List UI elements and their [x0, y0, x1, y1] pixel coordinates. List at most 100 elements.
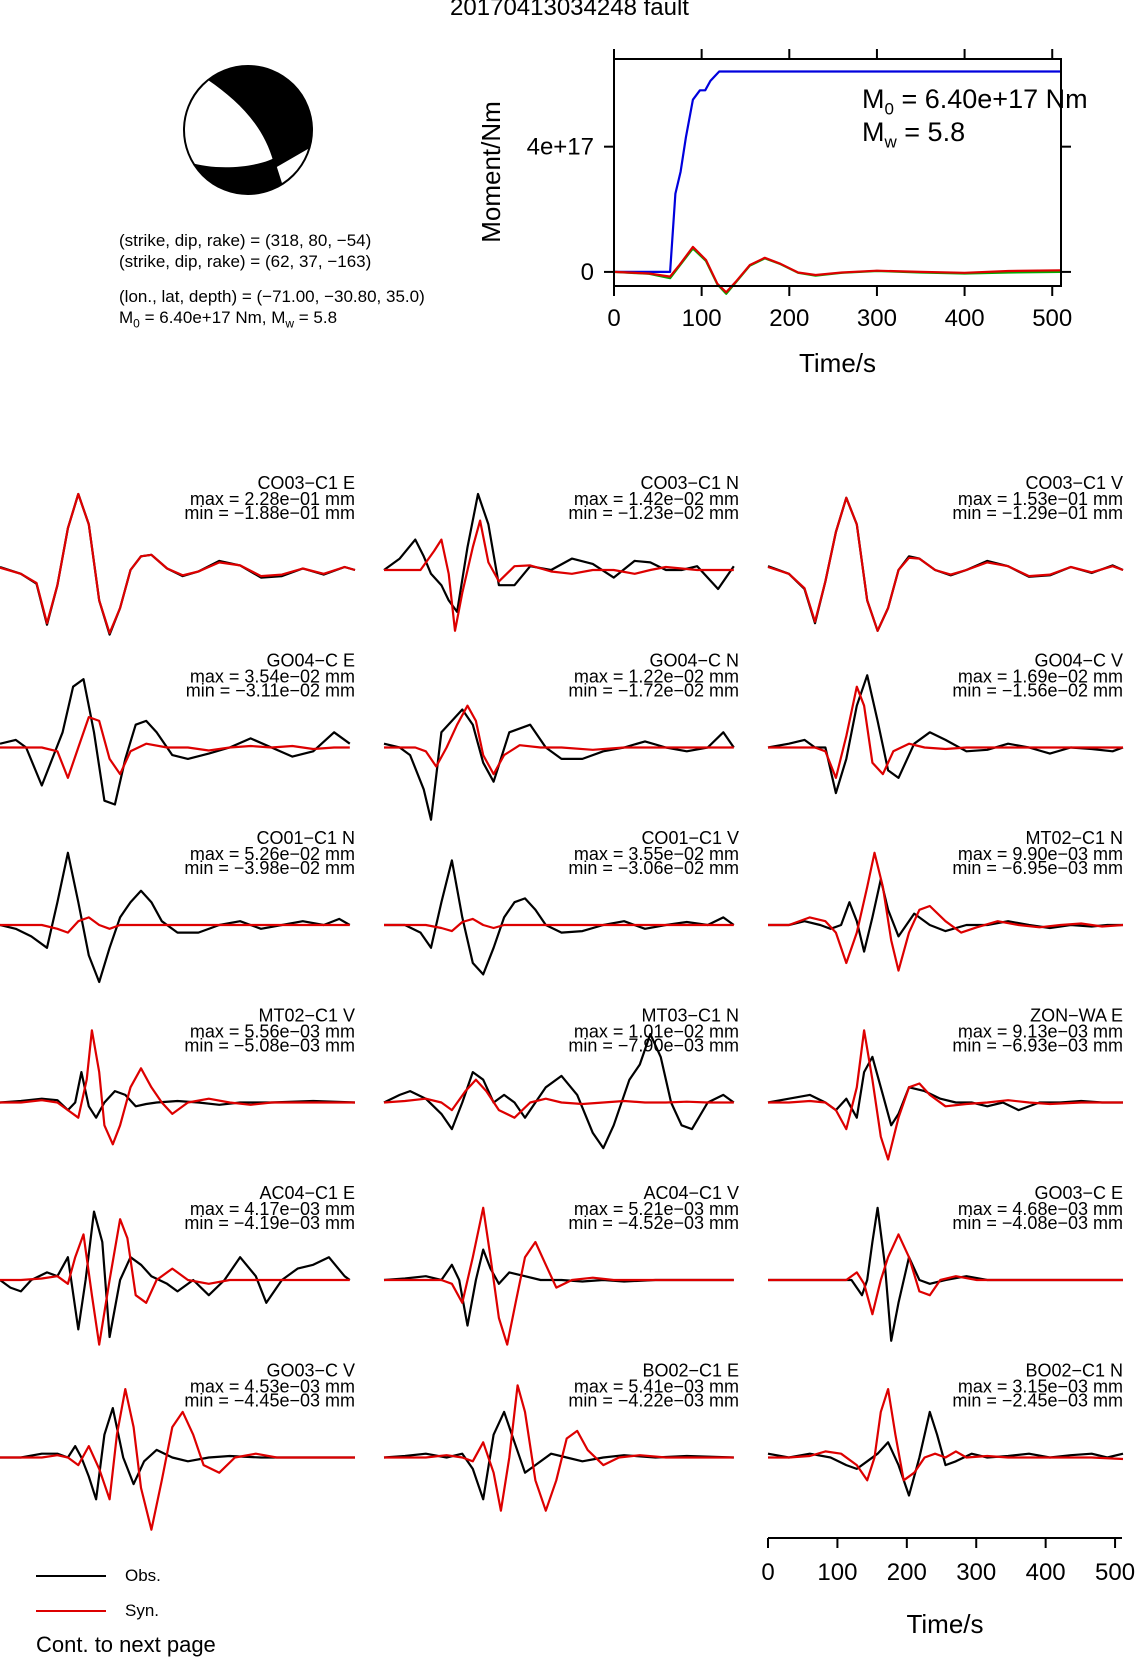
syn-trace: [0, 715, 350, 780]
station-max: max = 4.68e−03 mm: [958, 1199, 1123, 1219]
beachball-outline: [183, 65, 313, 195]
station-min: min = −4.52e−03 mm: [568, 1213, 739, 1233]
syn-trace: [767, 496, 1124, 632]
x-tick-label: 100: [682, 305, 722, 332]
syn-trace: [0, 1029, 355, 1146]
station-max: max = 1.01e−02 mm: [574, 1022, 739, 1042]
station-max: max = 5.41e−03 mm: [574, 1377, 739, 1397]
station-min: min = −3.11e−02 mm: [186, 681, 355, 701]
station-max: max = 4.53e−03 mm: [190, 1377, 355, 1397]
syn-trace: [0, 916, 350, 934]
station-name: BO02−C1 N: [1025, 1361, 1123, 1381]
station-min: min = −7.90e−03 mm: [568, 1036, 739, 1056]
syn-trace: [384, 704, 734, 776]
station-max: max = 1.69e−02 mm: [958, 667, 1123, 687]
time-axis-tick-label: 300: [956, 1559, 996, 1586]
mw-label: Mw = 5.8: [862, 117, 966, 152]
station-min: min = −4.22e−03 mm: [568, 1391, 739, 1411]
legend-obs-label: Obs.: [125, 1566, 161, 1585]
station-name: GO04−C N: [649, 651, 739, 671]
station-name: CO01−C1 V: [641, 828, 739, 848]
syn-trace: [768, 1029, 1123, 1161]
station-max: max = 3.15e−03 mm: [958, 1377, 1123, 1397]
station-max: max = 1.22e−02 mm: [574, 667, 739, 687]
station-min: min = −3.06e−02 mm: [568, 858, 739, 878]
station-name: AC04−C1 V: [643, 1183, 739, 1203]
obs-trace: [383, 492, 735, 613]
x-tick-label: 0: [607, 305, 620, 332]
syn-trace: [0, 1387, 355, 1531]
legend-syn-label: Syn.: [125, 1601, 160, 1620]
station-name: ZON−WA E: [1030, 1006, 1123, 1026]
station-min: min = −1.88e−01 mm: [184, 503, 355, 523]
syn-trace: [384, 917, 734, 933]
station-name: CO01−C1 N: [256, 828, 355, 848]
syn-trace: [383, 1078, 734, 1119]
station-min: min = −1.29e−01 mm: [952, 503, 1123, 523]
time-axis-label: Time/s: [906, 1609, 983, 1639]
moment-plot-frame: [613, 58, 1062, 287]
station-min: min = −3.98e−02 mm: [184, 858, 355, 878]
station-min: min = −2.45e−03 mm: [952, 1391, 1123, 1411]
station-min: min = −1.23e−02 mm: [568, 503, 739, 523]
syn-trace: [0, 492, 356, 635]
station-max: max = 3.55e−02 mm: [574, 844, 739, 864]
beachball-diagram: [183, 65, 313, 195]
station-name: AC04−C1 E: [259, 1183, 355, 1203]
syn-trace: [768, 685, 1123, 780]
station-name: GO03−C E: [1034, 1183, 1123, 1203]
obs-trace: [767, 674, 1124, 795]
syn-trace: [768, 1387, 1124, 1482]
moment-chart: 0 100 200 300 400 500 0 4e+17 Time/s Moment/Nm: [476, 49, 1072, 378]
continuation-note: Cont. to next page: [36, 1632, 216, 1657]
x-tick-label: 200: [769, 305, 809, 332]
x-tick-label: 400: [945, 305, 985, 332]
legend-lines: [36, 1575, 106, 1612]
y-tick-label: 0: [581, 259, 594, 286]
station-min: min = −4.45e−03 mm: [184, 1391, 355, 1411]
plane1-text: (strike, dip, rake) = (318, 80, −54): [119, 231, 372, 250]
syn-trace: [384, 1206, 734, 1346]
station-max: max = 5.21e−03 mm: [574, 1199, 739, 1219]
station-min: min = −1.72e−02 mm: [568, 681, 739, 701]
moment-series-0: [614, 70, 1061, 273]
y-axis-label: Moment/Nm: [476, 101, 506, 243]
station-min: min = −4.08e−03 mm: [952, 1213, 1123, 1233]
x-tick-label: 300: [857, 305, 897, 332]
time-axis-tick-label: 0: [761, 1559, 774, 1586]
station-name: MT02−C1 N: [1025, 828, 1123, 848]
time-axis-tick-label: 100: [817, 1559, 857, 1586]
station-name: GO04−C E: [266, 651, 355, 671]
station-min: min = −4.19e−03 mm: [184, 1213, 355, 1233]
station-max: max = 3.54e−02 mm: [190, 667, 355, 687]
station-max: max = 9.90e−03 mm: [958, 844, 1123, 864]
station-max: max = 1.53e−01 mm: [958, 489, 1123, 509]
obs-trace: [767, 1055, 1123, 1127]
time-axis-tick-label: 200: [887, 1559, 927, 1586]
syn-trace: [768, 851, 1124, 972]
obs-trace: [768, 878, 1123, 953]
obs-trace: [383, 1032, 735, 1150]
station-name: MT03−C1 N: [641, 1006, 739, 1026]
obs-trace: [383, 1410, 734, 1501]
moment-summary-text: M0 = 6.40e+17 Nm, Mw = 5.8: [119, 308, 338, 331]
station-min: min = −1.56e−02 mm: [952, 681, 1123, 701]
syn-trace: [384, 519, 734, 632]
station-max: max = 5.56e−03 mm: [190, 1022, 355, 1042]
location-text: (lon., lat, depth) = (−71.00, −30.80, 35…: [119, 287, 425, 306]
syn-trace: [384, 1384, 734, 1512]
station-min: min = −6.93e−03 mm: [952, 1036, 1123, 1056]
y-tick-label: 4e+17: [527, 134, 594, 161]
syn-trace: [768, 1233, 1123, 1316]
plane2-text: (strike, dip, rake) = (62, 37, −163): [119, 252, 372, 271]
station-max: max = 1.42e−02 mm: [574, 489, 739, 509]
station-name: BO02−C1 E: [642, 1361, 739, 1381]
x-axis-label: Time/s: [799, 348, 876, 378]
moment-series-2: [613, 245, 1062, 294]
x-tick-label: 500: [1032, 305, 1072, 332]
time-axis-tick-label: 400: [1026, 1559, 1066, 1586]
obs-trace: [0, 1406, 355, 1501]
m0-label: M0 = 6.40e+17 Nm: [862, 84, 1088, 119]
syn-trace: [0, 1218, 350, 1346]
